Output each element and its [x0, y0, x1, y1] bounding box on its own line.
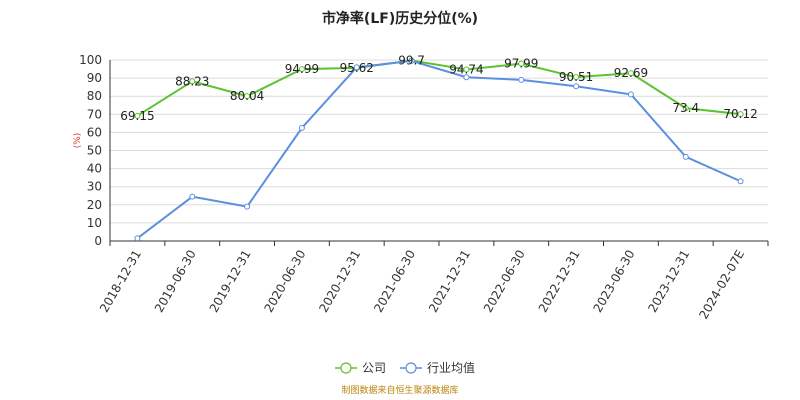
data-label: 88.23: [175, 74, 209, 88]
data-label: 70.12: [723, 107, 757, 121]
data-point: [518, 60, 525, 67]
x-tick-label: 2019-12-31: [207, 248, 254, 315]
y-tick-label: 100: [79, 53, 102, 67]
legend-label: 公司: [362, 361, 386, 375]
x-tick-label: 2024-02-07E: [696, 248, 747, 322]
data-point: [627, 91, 634, 98]
x-tick-label: 2020-12-31: [316, 248, 363, 315]
x-tick-label: 2018-12-31: [97, 248, 144, 315]
label-layer: 69.15 88.23 80.04 94.99 95.62 99.7 94.74 97.99 9…: [120, 54, 758, 123]
y-tick-label: 30: [87, 180, 102, 194]
series-line-1: [136, 59, 741, 240]
x-tick-label: 2022-06-30: [481, 248, 528, 315]
data-point: [244, 203, 251, 210]
data-label: 92.69: [614, 66, 648, 80]
x-tick-label: 2023-12-31: [645, 248, 692, 315]
x-tick-label: 2019-06-30: [152, 248, 199, 315]
data-point: [408, 57, 415, 64]
legend-layer: 公司 行业均值: [335, 360, 475, 375]
x-tick-label: 2021-06-30: [371, 248, 418, 315]
data-point: [463, 66, 470, 73]
data-label: 90.51: [559, 70, 593, 84]
data-point: [737, 178, 744, 185]
data-label: 69.15: [120, 109, 154, 123]
data-label: 95.62: [340, 61, 374, 75]
x-tick-label: 2020-06-30: [262, 248, 309, 315]
data-point: [298, 66, 305, 73]
x-tick-label: 2021-12-31: [426, 248, 473, 315]
y-tick-label: 40: [87, 162, 102, 176]
data-point: [737, 111, 744, 118]
y-tick-label: 20: [87, 198, 102, 212]
chart-title: 市净率(LF)历史分位(%): [321, 11, 479, 27]
data-point: [189, 78, 196, 85]
y-tick-label: 90: [87, 71, 102, 85]
data-point: [518, 76, 525, 83]
x-tick-label: 2022-12-31: [536, 248, 583, 315]
data-point: [244, 93, 251, 100]
data-point: [463, 74, 470, 81]
data-point: [573, 74, 580, 81]
legend-label: 行业均值: [427, 360, 475, 375]
data-point: [134, 112, 141, 119]
series-layer: [134, 57, 744, 242]
x-tick-label: 2023-06-30: [591, 248, 638, 315]
data-label: 97.99: [504, 57, 538, 71]
data-point: [682, 153, 689, 160]
data-point: [627, 70, 634, 77]
y-tick-label: 70: [87, 107, 102, 121]
y-tick-label: 10: [87, 216, 102, 230]
data-point: [298, 124, 305, 131]
data-label: 80.04: [230, 89, 264, 103]
data-point: [682, 105, 689, 112]
data-point: [573, 83, 580, 90]
data-point: [189, 193, 196, 200]
y-tick-label: 50: [87, 144, 102, 158]
y-tick-label: 80: [87, 89, 102, 103]
y-axis-label: (%): [73, 133, 83, 149]
source-note: 制图数据来自恒生聚源数据库: [341, 386, 459, 396]
y-tick-label: 0: [94, 234, 102, 248]
data-label: 99.7: [398, 54, 425, 68]
legend-swatch-marker: [340, 362, 352, 374]
legend-swatch-marker: [405, 362, 417, 374]
data-label: 94.74: [449, 63, 483, 77]
data-label: 73.4: [672, 101, 699, 115]
data-point: [353, 64, 360, 71]
data-point: [134, 235, 141, 242]
y-tick-label: 60: [87, 125, 102, 139]
series-line-0: [136, 59, 741, 117]
data-label: 94.99: [285, 62, 319, 76]
